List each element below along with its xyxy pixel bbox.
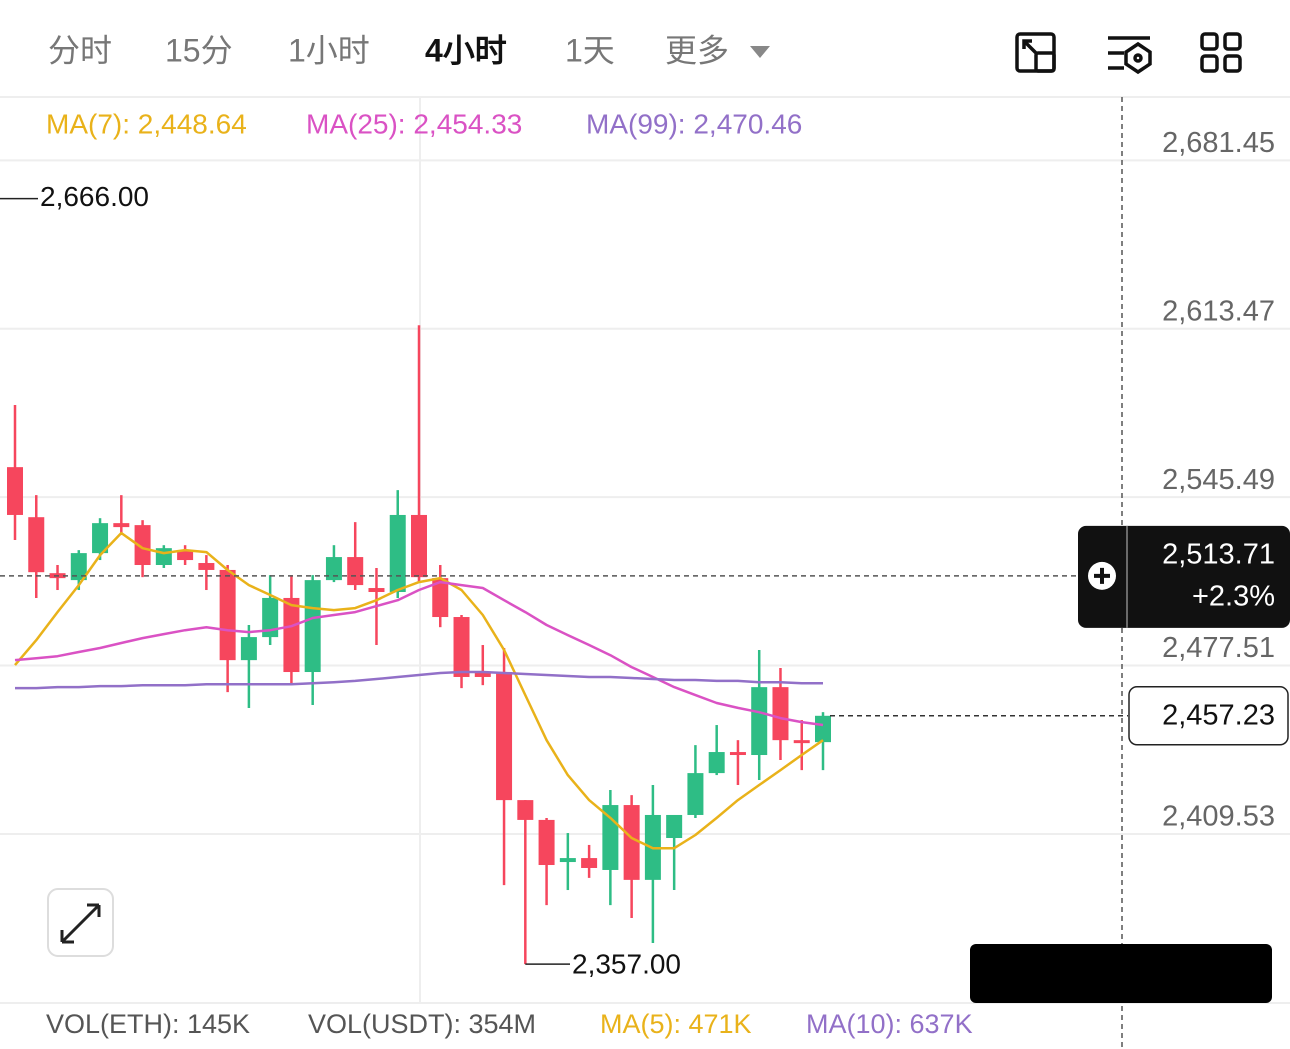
y-tick-label: 2,545.49 — [1162, 464, 1275, 496]
volume-legend: MA(10): 637K — [806, 1009, 973, 1039]
candle-body — [581, 858, 598, 868]
interval-tab[interactable]: 1天 — [565, 32, 615, 68]
ma-line — [15, 670, 823, 690]
more-arrow[interactable] — [750, 46, 770, 58]
candle-body — [772, 687, 789, 741]
grid: 2,681.45 2,613.47 2,545.49 2,477.51 2,409.53 — [0, 127, 1290, 835]
candle-body — [28, 517, 45, 573]
y-tick-label: 2,477.51 — [1162, 632, 1275, 664]
candle-body — [687, 773, 704, 815]
candle-body — [517, 800, 534, 820]
crosshair-price: 2,513.71 — [1162, 539, 1275, 571]
fullscreen-icon[interactable] — [1015, 32, 1056, 73]
candle-body — [240, 637, 257, 661]
interval-tabs: 分时 15分 1小时 4小时 1天 更多 — [48, 32, 729, 68]
candle-body — [666, 814, 683, 839]
candle-body — [134, 525, 151, 566]
interval-tab[interactable]: 更多 — [665, 32, 729, 68]
candle-body — [113, 523, 130, 528]
crosshair-change: +2.3% — [1192, 581, 1275, 613]
candle-body — [177, 550, 194, 561]
candle-body — [432, 578, 449, 618]
volume-legend: MA(5): 471K — [600, 1009, 752, 1039]
candle-body — [453, 617, 470, 677]
candle-body — [304, 580, 321, 673]
candle-body — [198, 563, 215, 570]
ma-line — [14, 531, 824, 850]
candle-body — [347, 557, 364, 586]
ma-legend: MA(7): 2,448.64 — [46, 108, 247, 139]
candle-body — [7, 467, 23, 515]
y-tick-label: 2,409.53 — [1162, 801, 1275, 833]
redaction — [970, 944, 1272, 1003]
expand-button[interactable] — [47, 888, 114, 957]
ma-legend: MA(99): 2,470.46 — [586, 108, 802, 139]
layout-icon[interactable] — [1200, 32, 1242, 73]
candle-body — [70, 553, 87, 581]
candle-body — [219, 569, 236, 661]
y-tick-label: 2,681.45 — [1162, 127, 1275, 159]
ma-line — [14, 580, 824, 727]
candle-body — [751, 687, 768, 756]
ma-legend: MA(25): 2,454.33 — [306, 108, 522, 139]
toolbar-icons — [1015, 32, 1242, 75]
candle-body — [325, 557, 342, 581]
y-tick-label: 2,613.47 — [1162, 295, 1275, 327]
candle-body — [729, 752, 746, 756]
indicator-icon[interactable] — [1108, 36, 1152, 75]
candle-body — [496, 672, 513, 801]
candle-body — [389, 514, 406, 593]
candle-body — [623, 805, 640, 880]
candle-body — [708, 752, 725, 774]
interval-tab[interactable]: 1小时 — [288, 32, 370, 68]
interval-tab[interactable]: 15分 — [165, 32, 233, 68]
interval-tab[interactable]: 分时 — [48, 32, 112, 68]
candle-body — [559, 858, 576, 863]
low-marker-label: 2,357.00 — [572, 948, 681, 979]
interval-tab[interactable]: 4小时 — [425, 32, 507, 68]
candle-body — [411, 514, 427, 578]
plot — [7, 325, 831, 965]
volume-legend: VOL(USDT): 354M — [308, 1009, 536, 1039]
candle-body — [538, 819, 555, 866]
last-price-label: 2,457.23 — [1162, 699, 1275, 731]
candle-body — [368, 588, 385, 593]
crosshair-tag — [1078, 525, 1290, 628]
candle-body — [92, 523, 109, 554]
last-price-tag — [1128, 686, 1289, 746]
candle-body — [815, 715, 831, 743]
high-marker-label: 2,666.00 — [40, 181, 149, 212]
volume-legend: VOL(ETH): 145K — [46, 1009, 250, 1039]
candle-body — [283, 597, 300, 673]
candle-body — [262, 597, 279, 638]
overlay: MA(7): 2,448.64 MA(25): 2,454.33 MA(99): 2… — [0, 108, 1290, 1039]
add-order-plus — [1094, 567, 1110, 584]
candle-body — [793, 740, 810, 744]
candle-body — [474, 672, 491, 677]
